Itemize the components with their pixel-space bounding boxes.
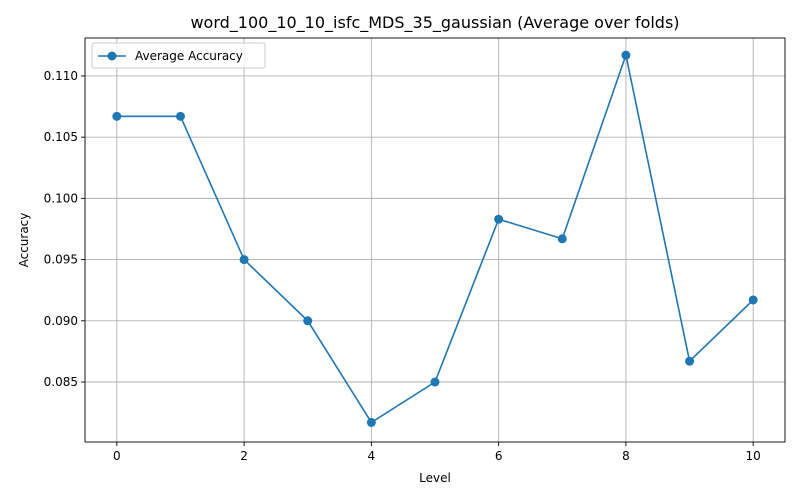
- data-point: [494, 214, 504, 224]
- y-tick-label: 0.105: [44, 130, 78, 144]
- y-tick-label: 0.100: [44, 191, 78, 205]
- data-point: [621, 50, 631, 60]
- tick-layer: 0 2 4 6 8 10 0.085 0.090 0.095 0.100 0.105 0.110: [44, 69, 761, 463]
- x-axis-label: Level: [419, 471, 451, 485]
- series-layer: [112, 50, 758, 427]
- data-point: [748, 295, 758, 305]
- data-point: [366, 417, 376, 427]
- data-point: [175, 111, 185, 121]
- x-tick-label: 8: [622, 449, 630, 463]
- x-tick-label: 6: [495, 449, 503, 463]
- data-point: [303, 316, 313, 326]
- x-tick-label: 10: [746, 449, 761, 463]
- legend-marker-swatch: [107, 51, 117, 61]
- y-tick-label: 0.095: [44, 253, 78, 267]
- y-axis-label: Accuracy: [17, 213, 31, 268]
- y-tick-label: 0.110: [44, 69, 78, 83]
- x-tick-label: 2: [240, 449, 248, 463]
- plot-frame: [84, 37, 786, 443]
- chart-title: word_100_10_10_isfc_MDS_35_gaussian (Ave…: [190, 13, 679, 33]
- x-tick-label: 4: [368, 449, 376, 463]
- data-point: [430, 377, 440, 387]
- x-tick-label: 0: [113, 449, 121, 463]
- y-tick-label: 0.085: [44, 375, 78, 389]
- data-point: [239, 255, 249, 265]
- data-point: [557, 234, 567, 244]
- data-point: [685, 356, 695, 366]
- y-tick-label: 0.090: [44, 314, 78, 328]
- legend-box: [91, 42, 266, 69]
- grid-layer: [85, 38, 785, 442]
- data-point: [112, 111, 122, 121]
- legend-entry-average-accuracy: Average Accuracy: [135, 49, 243, 63]
- legend: Average Accuracy: [91, 42, 266, 69]
